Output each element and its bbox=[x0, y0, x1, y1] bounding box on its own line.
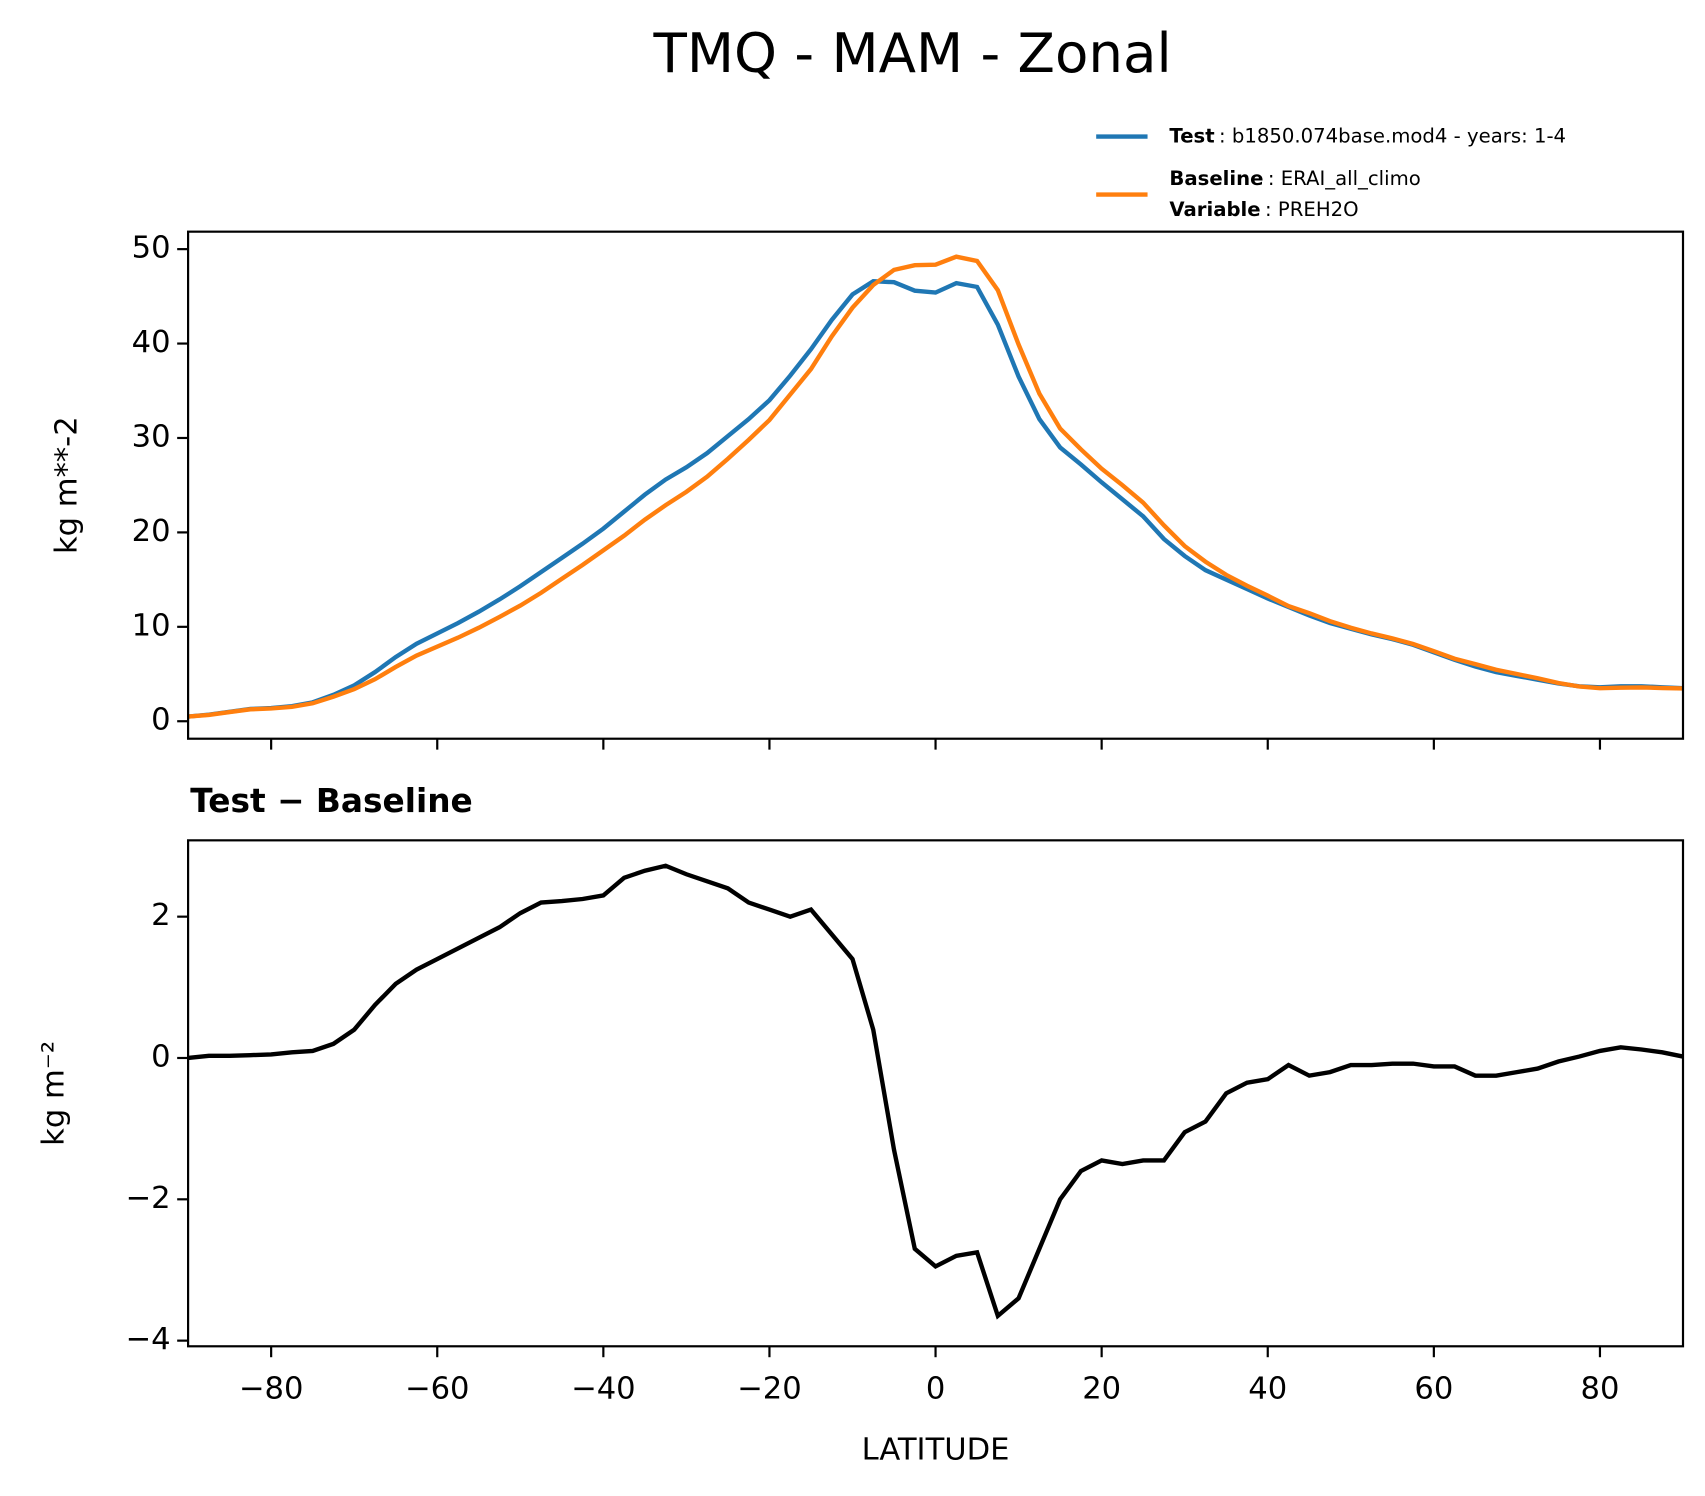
y-tick-label: 2 bbox=[151, 898, 170, 933]
legend-key: Variable bbox=[1169, 197, 1260, 220]
y-axis-label: kg m⁻² bbox=[36, 1041, 71, 1146]
y-tick-label: 0 bbox=[151, 703, 170, 738]
y-tick-label: −2 bbox=[126, 1181, 171, 1216]
line-series bbox=[188, 863, 1684, 1320]
legend-key: Baseline bbox=[1169, 167, 1263, 190]
x-tick-label: −60 bbox=[405, 1372, 470, 1407]
y-tick-label: 0 bbox=[151, 1039, 170, 1074]
line-series bbox=[188, 279, 1684, 719]
axes-frame bbox=[187, 839, 1685, 1348]
line-series bbox=[188, 254, 1684, 719]
x-tick-label: −20 bbox=[737, 1372, 802, 1407]
y-axis-label: kg m**-2 bbox=[49, 416, 84, 554]
legend-label: Test: b1850.074base.mod4 - years: 1-4 bbox=[1169, 124, 1566, 147]
y-tick-label: 30 bbox=[132, 419, 171, 454]
x-tick-label: 60 bbox=[1414, 1372, 1453, 1407]
x-tick-label: 40 bbox=[1248, 1372, 1287, 1407]
x-axis-label: LATITUDE bbox=[862, 1433, 1010, 1468]
legend-label: Baseline: ERAI_all_climo bbox=[1169, 167, 1420, 190]
figure-title: TMQ - MAM - Zonal bbox=[653, 21, 1172, 85]
y-tick-label: 10 bbox=[132, 608, 171, 643]
axes-title: Test − Baseline bbox=[190, 782, 472, 820]
x-tick-label: −80 bbox=[239, 1372, 304, 1407]
x-tick-label: 80 bbox=[1580, 1372, 1619, 1407]
legend-text: : b1850.074base.mod4 - years: 1-4 bbox=[1219, 124, 1566, 147]
legend-text: : ERAI_all_climo bbox=[1268, 167, 1421, 190]
x-tick-label: −40 bbox=[571, 1372, 636, 1407]
y-tick-label: 40 bbox=[132, 325, 171, 360]
y-tick-label: −4 bbox=[126, 1322, 171, 1357]
legend-text: : PREH2O bbox=[1265, 197, 1359, 220]
x-tick-label: 0 bbox=[926, 1372, 945, 1407]
x-tick-label: 20 bbox=[1082, 1372, 1121, 1407]
y-tick-label: 50 bbox=[132, 231, 171, 266]
legend-label: Variable: PREH2O bbox=[1169, 197, 1358, 220]
axes-frame bbox=[187, 230, 1685, 740]
y-tick-label: 20 bbox=[132, 514, 171, 549]
legend-key: Test bbox=[1169, 124, 1214, 147]
